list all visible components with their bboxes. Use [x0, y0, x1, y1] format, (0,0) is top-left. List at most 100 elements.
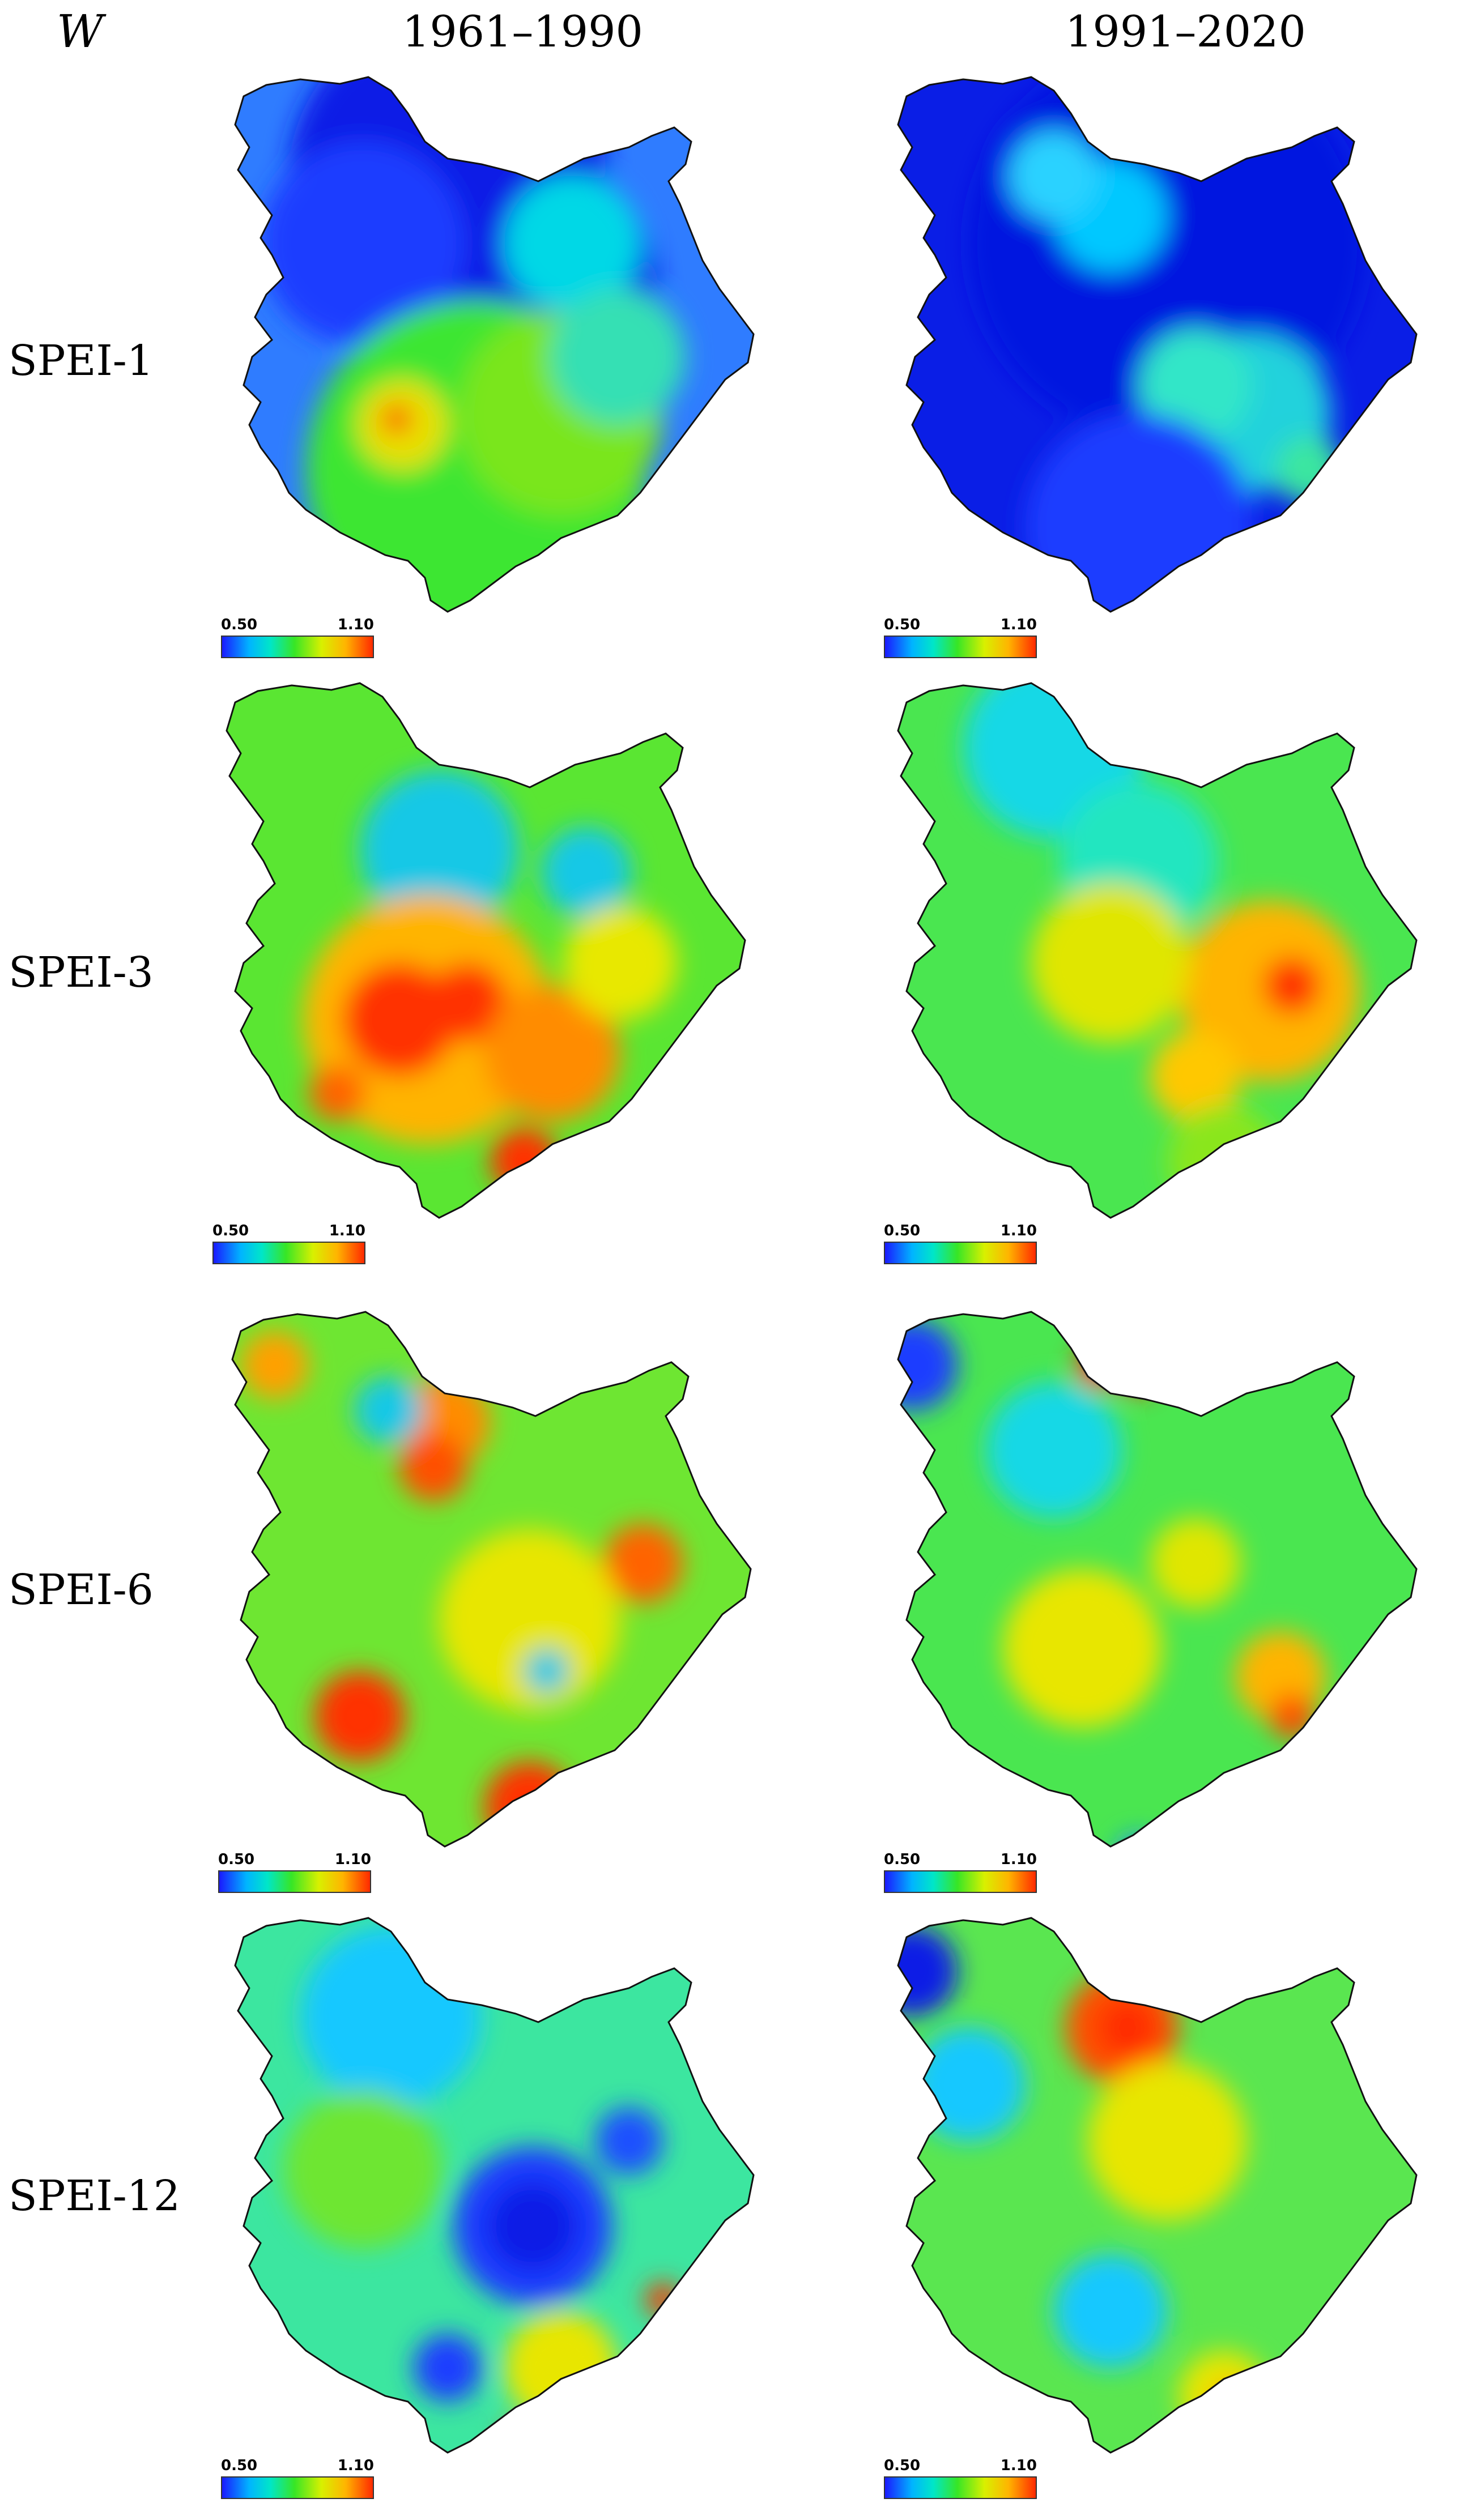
- map-fill: [235, 77, 754, 612]
- value-region: [300, 1926, 482, 2107]
- country-border: [897, 1311, 1418, 1848]
- value-region: [504, 2424, 527, 2447]
- value-region: [504, 2311, 618, 2424]
- country-border: [897, 682, 1418, 1219]
- value-region: [1167, 1105, 1280, 1218]
- value-region: [1150, 1031, 1241, 1122]
- value-region: [1088, 2062, 1246, 2220]
- value-region: [439, 1529, 620, 1711]
- legend-min: 0.50: [884, 1222, 921, 1239]
- country-border: [231, 1311, 752, 1848]
- value-region: [484, 986, 620, 1122]
- value-region: [1026, 413, 1252, 612]
- legend-colorbar: [884, 1242, 1037, 1264]
- country-border: [234, 1917, 755, 2454]
- value-region: [1213, 2385, 1258, 2430]
- period-2-header: 1991–2020: [1065, 6, 1306, 57]
- color-legend: 0.50 1.10: [221, 2458, 374, 2504]
- value-region: [283, 2090, 442, 2249]
- value-region: [986, 1382, 1122, 1518]
- country-border: [226, 682, 746, 1219]
- country-border: [234, 76, 755, 613]
- value-region: [912, 2028, 1026, 2141]
- color-legend: 0.50 1.10: [212, 1223, 365, 1269]
- legend-min: 0.50: [221, 616, 258, 633]
- row-label-spei-6: SPEI-6: [8, 1566, 154, 1614]
- legend-max: 1.10: [1000, 2457, 1037, 2474]
- value-region: [414, 2334, 482, 2402]
- legend-colorbar: [212, 1242, 365, 1264]
- value-region: [898, 1926, 958, 2016]
- country-border: [897, 76, 1418, 613]
- map-spei-1-1961-1990: 0.50 1.10: [221, 74, 788, 674]
- value-region: [399, 1433, 467, 1501]
- value-region: [487, 2181, 578, 2271]
- value-region: [1139, 329, 1252, 442]
- legend-colorbar: [884, 636, 1037, 658]
- value-region: [484, 1762, 575, 1847]
- legend-max: 1.10: [1000, 616, 1037, 633]
- value-region: [1031, 884, 1190, 1042]
- serbia-map: [897, 76, 1418, 613]
- map-fill: [898, 1918, 1416, 2453]
- legend-colorbar: [884, 1870, 1037, 1893]
- legend-colorbar: [221, 636, 374, 658]
- map-spei-6-1961-1990: 0.50 1.10: [218, 1308, 785, 1909]
- value-region: [1269, 1694, 1314, 1739]
- value-region: [898, 1320, 958, 1410]
- value-region: [564, 906, 677, 1020]
- value-region: [1179, 2351, 1269, 2441]
- legend-max: 1.10: [329, 1222, 365, 1239]
- legend-max: 1.10: [337, 616, 374, 633]
- serbia-map: [231, 1311, 752, 1848]
- value-region: [360, 770, 518, 929]
- value-region: [261, 142, 465, 346]
- value-region: [314, 1671, 405, 1762]
- value-region: [490, 1127, 558, 1195]
- value-region: [428, 963, 507, 1042]
- legend-min: 0.50: [884, 1851, 921, 1868]
- map-fill: [232, 1312, 751, 1847]
- value-region: [504, 176, 640, 312]
- value-region: [541, 827, 632, 918]
- legend-min: 0.50: [884, 2457, 921, 2474]
- map-spei-1-1991-2020: 0.50 1.10: [884, 74, 1450, 674]
- map-fill: [898, 683, 1416, 1218]
- value-region: [524, 1648, 569, 1694]
- value-region: [1150, 1518, 1241, 1609]
- color-legend: 0.50 1.10: [218, 1852, 371, 1898]
- map-fill: [227, 683, 745, 1218]
- color-legend: 0.50 1.10: [221, 617, 374, 663]
- serbia-map: [897, 1917, 1418, 2454]
- legend-max: 1.10: [334, 1851, 371, 1868]
- legend-max: 1.10: [337, 2457, 374, 2474]
- legend-min: 0.50: [218, 1851, 255, 1868]
- map-spei-12-1991-2020: 0.50 1.10: [884, 1914, 1450, 2515]
- map-fill: [898, 77, 1416, 612]
- value-region: [382, 405, 411, 433]
- value-region: [354, 1376, 422, 1444]
- color-legend: 0.50 1.10: [884, 617, 1037, 663]
- country-border: [897, 1917, 1418, 2454]
- variable-label: W: [57, 5, 104, 58]
- map-fill: [898, 1312, 1416, 1847]
- row-label-spei-1: SPEI-1: [8, 336, 154, 385]
- map-spei-3-1991-2020: 0.50 1.10: [884, 680, 1450, 1280]
- legend-colorbar: [884, 2476, 1037, 2499]
- map-fill: [235, 1918, 754, 2453]
- row-label-spei-3: SPEI-3: [8, 948, 154, 997]
- color-legend: 0.50 1.10: [884, 1852, 1037, 1898]
- row-label-spei-12: SPEI-12: [8, 2172, 180, 2220]
- map-spei-6-1991-2020: 0.50 1.10: [884, 1308, 1450, 1909]
- value-region: [1099, 1999, 1156, 2056]
- legend-min: 0.50: [212, 1222, 249, 1239]
- value-region: [595, 2107, 663, 2175]
- legend-max: 1.10: [1000, 1851, 1037, 1868]
- legend-max: 1.10: [1000, 1222, 1037, 1239]
- legend-colorbar: [221, 2476, 374, 2499]
- value-region: [1054, 2254, 1167, 2368]
- value-region: [1275, 436, 1343, 504]
- legend-colorbar: [218, 1870, 371, 1893]
- value-region: [309, 1065, 365, 1122]
- serbia-map: [897, 682, 1418, 1219]
